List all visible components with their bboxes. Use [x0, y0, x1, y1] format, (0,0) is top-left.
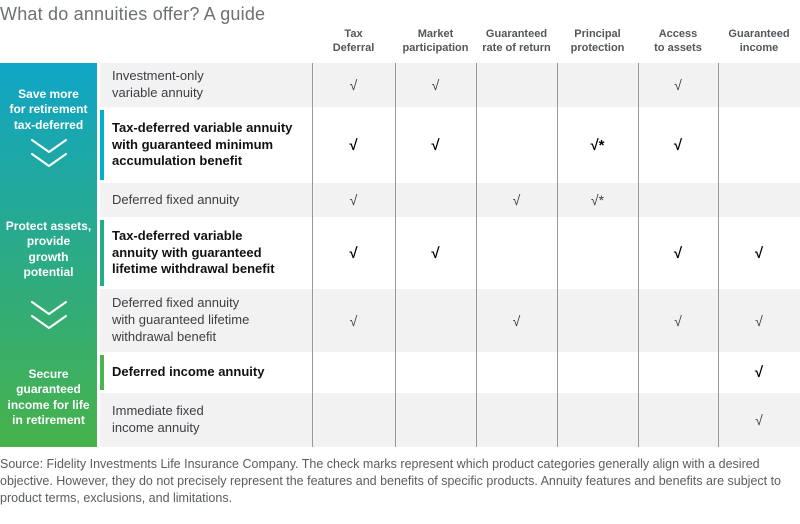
product-name: Immediate fixed income annuity: [112, 403, 204, 435]
check-mark: √: [755, 412, 763, 428]
check-mark: √: [673, 136, 683, 154]
empty-cell: [476, 63, 557, 107]
check-mark: √: [673, 244, 683, 262]
column-separator-line: [557, 63, 558, 447]
empty-cell: [718, 183, 800, 217]
table-row: Tax-deferred variable annuity with guara…: [100, 110, 800, 180]
table-row: Deferred income annuity √: [100, 355, 800, 390]
annuity-comparison-table: Save more for retirement tax-deferred Pr…: [0, 63, 800, 447]
empty-cell: [557, 393, 638, 447]
check-mark: √: [349, 77, 358, 93]
column-separator-line: [638, 63, 639, 447]
objectives-sidebar: Save more for retirement tax-deferred Pr…: [0, 63, 97, 447]
empty-cell: [476, 220, 557, 286]
check-mark: √: [512, 312, 521, 329]
empty-cell: [557, 355, 638, 390]
empty-cell: [557, 220, 638, 286]
product-name: Investment-only variable annuity: [112, 68, 204, 100]
empty-cell: [638, 183, 718, 217]
empty-cell: [395, 393, 476, 447]
empty-cell: [718, 63, 800, 107]
product-name: Tax-deferred variable annuity with guara…: [100, 220, 312, 286]
sidebar-objective-secure-income: Secure guaranteed income for life in ret…: [7, 367, 90, 428]
check-mark: √: [512, 192, 521, 208]
column-separator-line: [395, 63, 396, 447]
check-mark: √*: [590, 136, 605, 154]
column-header: Access to assets: [654, 28, 702, 55]
empty-cell: [395, 183, 476, 217]
empty-cell: [476, 110, 557, 180]
table-row: Deferred fixed annuity with guaranteed l…: [100, 289, 800, 352]
empty-cell: [312, 355, 395, 390]
check-mark: √: [349, 244, 358, 262]
table-row: Immediate fixed income annuity √: [100, 393, 800, 447]
check-mark: √: [431, 244, 440, 262]
check-mark: √: [754, 244, 764, 262]
column-header: Principal protection: [570, 28, 625, 55]
product-name: Deferred fixed annuity: [112, 191, 240, 207]
product-name: Deferred income annuity: [100, 355, 312, 390]
check-mark: √*: [590, 192, 605, 208]
table-row: Deferred fixed annuity √ √ √*: [100, 183, 800, 217]
product-name: Tax-deferred variable annuity with guara…: [100, 110, 312, 180]
empty-cell: [718, 110, 800, 180]
column-separator-line: [718, 63, 719, 447]
empty-cell: [395, 289, 476, 352]
empty-cell: [312, 393, 395, 447]
table-rows: Investment-only variable annuity √ √ √ Tax-d…: [100, 63, 800, 450]
column-header: Guaranteed rate of return: [482, 28, 551, 55]
product-name: Deferred fixed annuity with guaranteed l…: [112, 295, 250, 344]
table-row: Tax-deferred variable annuity with guara…: [100, 220, 800, 286]
double-chevron-down-icon: [30, 139, 67, 167]
sidebar-objective-save-more: Save more for retirement tax-deferred: [9, 87, 88, 132]
check-mark: √: [349, 312, 358, 329]
check-mark: √: [754, 364, 764, 381]
page-title: What do annuities offer? A guide: [0, 4, 266, 24]
empty-cell: [638, 355, 718, 390]
column-separator-line: [476, 63, 477, 447]
empty-cell: [395, 355, 476, 390]
column-header: Guaranteed income: [728, 28, 790, 55]
sidebar-objective-protect-assets: Protect assets, provide growth potential: [5, 219, 92, 280]
empty-cell: [638, 393, 718, 447]
empty-cell: [476, 355, 557, 390]
table-row: Investment-only variable annuity √ √ √: [100, 63, 800, 107]
column-header: Tax Deferral: [332, 28, 375, 55]
check-mark: √: [674, 312, 682, 329]
column-separator-line: [312, 63, 313, 447]
check-mark: √: [349, 136, 358, 154]
check-mark: √: [755, 312, 763, 329]
empty-cell: [557, 63, 638, 107]
check-mark: √: [431, 136, 440, 154]
check-mark: √: [349, 192, 358, 208]
empty-cell: [476, 393, 557, 447]
empty-cell: [557, 289, 638, 352]
column-header-row: Tax Deferral Market participation Guarante…: [312, 27, 800, 56]
source-footnote: Source: Fidelity Investments Life Insura…: [0, 457, 782, 505]
check-mark: √: [431, 77, 440, 93]
column-header: Market participation: [402, 28, 469, 55]
check-mark: √: [674, 77, 682, 93]
double-chevron-down-icon: [30, 301, 67, 329]
